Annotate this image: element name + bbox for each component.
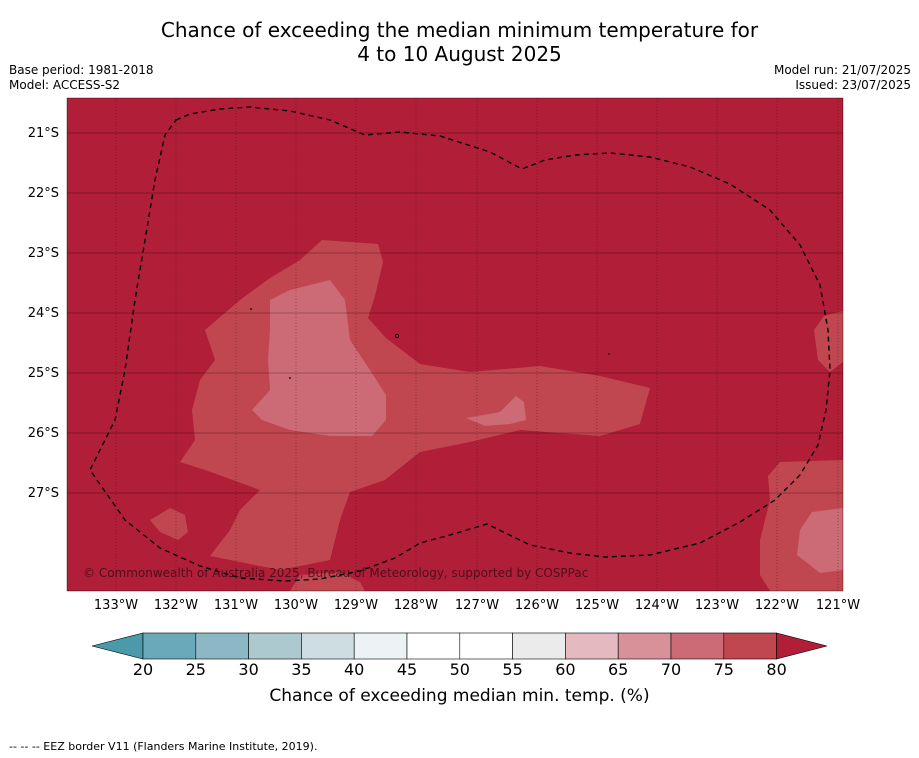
colorbar-tick-label: 35	[291, 660, 312, 679]
lat-label: 22°S	[27, 186, 59, 201]
colorbar-tick-label: 60	[555, 660, 576, 679]
island-marker	[394, 333, 399, 338]
lon-label: 130°W	[273, 598, 319, 613]
meta-left: Base period: 1981-2018 Model: ACCESS-S2	[9, 63, 154, 93]
colorbar-tick-label: 30	[238, 660, 259, 679]
graticule-meridians	[115, 98, 839, 591]
colorbar-under-arrow	[91, 632, 144, 660]
lat-label: 24°S	[27, 306, 59, 321]
footer-note: -- -- -- EEZ border V11 (Flanders Marine…	[9, 740, 318, 753]
issued-date: Issued: 23/07/2025	[795, 78, 911, 92]
colorbar-segment	[512, 632, 566, 660]
colorbar-tick-label: 70	[660, 660, 682, 679]
lon-label: 132°W	[153, 598, 199, 613]
lon-label: 121°W	[815, 598, 861, 613]
lon-label: 125°W	[574, 598, 620, 613]
model-run: Model run: 21/07/2025	[773, 63, 911, 77]
contour-65-70-right	[797, 508, 843, 573]
eez-border	[89, 106, 831, 582]
colorbar-segment	[301, 632, 355, 660]
meta-right: Model run: 21/07/2025 Issued: 23/07/2025	[774, 63, 911, 93]
colorbar-segment	[670, 632, 725, 660]
colorbar-tick-label: 40	[344, 660, 365, 679]
graticule	[67, 132, 843, 494]
island-marker	[608, 353, 610, 355]
island-marker	[289, 377, 291, 379]
contour-65-70-lobe	[466, 396, 526, 426]
lon-label: 127°W	[454, 598, 500, 613]
colorbar-tick-label: 75	[713, 660, 734, 679]
colorbar	[91, 632, 828, 660]
lat-label: 27°S	[27, 486, 59, 501]
copyright-text: © Commonwealth of Australia 2025, Bureau…	[83, 566, 588, 580]
contour-70-75-lower	[290, 572, 365, 591]
colorbar-tick-label: 80	[766, 660, 787, 679]
colorbar-segment	[353, 632, 408, 660]
colorbar-tick-label: 50	[449, 660, 470, 679]
lon-label: 131°W	[213, 598, 259, 613]
lat-label: 25°S	[27, 366, 59, 381]
lon-label: 123°W	[694, 598, 740, 613]
map-background	[67, 98, 843, 591]
colorbar-label: Chance of exceeding median min. temp. (%…	[269, 686, 650, 706]
map-frame	[66, 97, 844, 592]
colorbar-tick-label: 20	[132, 660, 154, 679]
title-line-2: 4 to 10 August 2025	[357, 42, 562, 66]
colorbar-tick-label: 65	[608, 660, 629, 679]
chart-title: Chance of exceeding the median minimum t…	[0, 18, 919, 66]
lat-label: 23°S	[27, 246, 59, 261]
colorbar-segment	[248, 632, 302, 660]
contour-65-70-central	[252, 280, 386, 436]
colorbar-over-arrow	[776, 632, 828, 660]
lon-label: 128°W	[393, 598, 439, 613]
title-line-1: Chance of exceeding the median minimum t…	[160, 18, 759, 42]
lon-label: 124°W	[634, 598, 680, 613]
colorbar-segment	[459, 632, 513, 660]
lon-label: 129°W	[333, 598, 379, 613]
colorbar-segment	[195, 632, 249, 660]
island-marker	[250, 308, 252, 310]
colorbar-segment	[617, 632, 672, 660]
base-period: Base period: 1981-2018	[9, 63, 154, 77]
colorbar-tick-label: 55	[502, 660, 523, 679]
lon-label: 126°W	[514, 598, 560, 613]
model-name: Model: ACCESS-S2	[9, 78, 121, 92]
colorbar-segment	[723, 632, 777, 660]
contour-70-75-small	[150, 508, 188, 540]
colorbar-segment	[406, 632, 461, 660]
colorbar-segment	[142, 632, 197, 660]
colorbar-tick-label: 45	[396, 660, 418, 679]
colorbar-segment	[565, 632, 619, 660]
lon-label: 122°W	[754, 598, 800, 613]
colorbar-tick-label: 25	[185, 660, 206, 679]
lat-label: 26°S	[27, 426, 59, 441]
lon-label: 133°W	[93, 598, 139, 613]
lat-label: 21°S	[27, 126, 59, 141]
